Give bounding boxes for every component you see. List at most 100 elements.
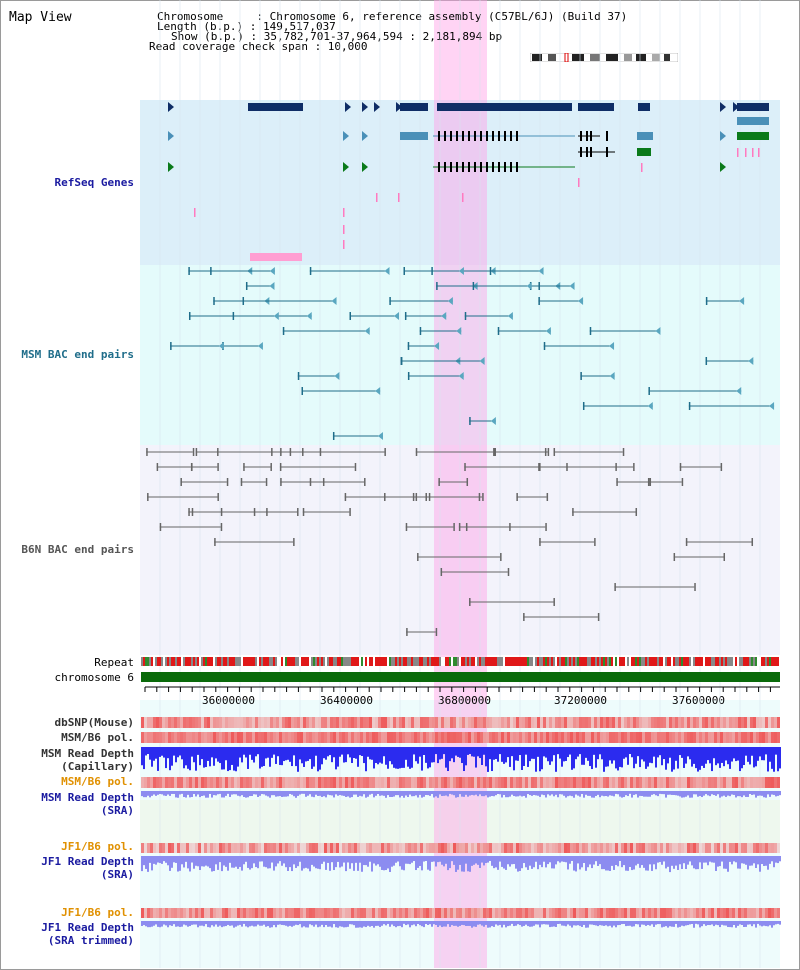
read-depth-bar (681, 791, 683, 798)
polymorphism-cell (594, 777, 597, 788)
msm-b6-pol-label-2[interactable]: MSM/B6 pol. (61, 775, 134, 788)
jf1-b6-pol-label-1[interactable]: JF1/B6 pol. (61, 840, 134, 853)
msm-read-depth-sra-label[interactable]: MSM Read Depth (41, 791, 134, 804)
read-depth-bar (165, 921, 167, 926)
polymorphism-cell (213, 843, 216, 853)
read-depth-bar (547, 747, 549, 762)
read-depth-bar (705, 747, 707, 764)
repeat-label[interactable]: Repeat (94, 656, 134, 669)
read-depth-bar (433, 921, 435, 925)
read-depth-bar (313, 921, 315, 927)
polymorphism-cell (699, 908, 702, 918)
read-depth-bar (231, 747, 233, 765)
read-depth-bar (741, 921, 743, 926)
polymorphism-cell (663, 732, 666, 743)
repeat-element (609, 657, 611, 666)
polymorphism-cell (399, 732, 402, 743)
polymorphism-cell (369, 717, 372, 728)
polymorphism-cell (459, 908, 462, 918)
polymorphism-cell (459, 732, 462, 743)
polymorphism-cell (207, 777, 210, 788)
gene-tick (578, 178, 580, 187)
polymorphism-cell (546, 908, 549, 918)
read-depth-bar (403, 921, 405, 924)
chromosome-ideogram[interactable] (530, 53, 678, 62)
selected-region-highlight[interactable] (434, 0, 487, 968)
polymorphism-cell (231, 908, 234, 918)
polymorphism-cell (177, 908, 180, 918)
polymorphism-cell (561, 732, 564, 743)
read-depth-bar (407, 791, 409, 798)
read-depth-bar (157, 791, 159, 795)
polymorphism-cell (750, 732, 753, 743)
repeat-element (393, 657, 395, 666)
read-depth-bar (153, 791, 155, 795)
read-depth-bar (311, 747, 313, 769)
read-depth-bar (565, 791, 567, 798)
polymorphism-cell (153, 777, 156, 788)
polymorphism-cell (765, 717, 768, 728)
polymorphism-cell (198, 717, 201, 728)
read-depth-bar (243, 921, 245, 924)
polymorphism-cell (477, 777, 480, 788)
read-depth-bar (667, 856, 669, 867)
chromosome-label[interactable]: chromosome 6 (54, 671, 134, 684)
msm-bac-end (309, 267, 312, 275)
b6n-bac-end (469, 598, 471, 606)
read-depth-bar (389, 921, 391, 927)
repeat-element (491, 657, 493, 666)
polymorphism-cell (390, 732, 393, 743)
repeat-element (215, 657, 217, 666)
repeat-element (257, 657, 259, 666)
dbsnp-label[interactable]: dbSNP(Mouse) (54, 716, 134, 729)
polymorphism-cell (345, 777, 348, 788)
read-depth-bar (365, 921, 367, 928)
msm-b6-pol-label-1[interactable]: MSM/B6 pol. (61, 731, 134, 744)
read-depth-bar (477, 856, 479, 865)
polymorphism-cell (417, 777, 420, 788)
read-depth-bar (349, 921, 351, 925)
read-depth-bar (483, 856, 485, 866)
polymorphism-cell (423, 717, 426, 728)
refseq-genes-label[interactable]: RefSeq Genes (54, 176, 134, 189)
read-depth-bar (601, 921, 603, 926)
polymorphism-cell (189, 843, 192, 853)
read-depth-bar (251, 747, 253, 760)
read-depth-bar (415, 921, 417, 927)
read-depth-bar (167, 747, 169, 759)
jf1-b6-pol-label-2[interactable]: JF1/B6 pol. (61, 906, 134, 919)
read-depth-bar (371, 747, 373, 760)
read-depth-bar (513, 747, 515, 771)
read-depth-bar (483, 747, 485, 755)
read-depth-bar (385, 856, 387, 871)
msm-read-depth-capillary-label[interactable]: MSM Read Depth (41, 747, 134, 760)
polymorphism-cell (243, 732, 246, 743)
read-depth-bar (601, 791, 603, 796)
read-depth-bar (605, 747, 607, 767)
read-depth-bar (737, 856, 739, 869)
read-depth-bar (247, 856, 249, 868)
b6n-bac-label[interactable]: B6N BAC end pairs (21, 543, 134, 556)
repeat-element (455, 657, 457, 666)
read-depth-bar (293, 747, 295, 756)
repeat-element (331, 657, 333, 666)
polymorphism-cell (270, 843, 273, 853)
read-depth-bar (395, 791, 397, 796)
axis-tick-label: 36800000 (438, 694, 491, 707)
read-depth-bar (647, 921, 649, 925)
read-depth-bar (371, 791, 373, 794)
read-depth-bar (173, 921, 175, 925)
jf1-read-depth-sra-label[interactable]: JF1 Read Depth (41, 855, 134, 868)
polymorphism-cell (402, 732, 405, 743)
msm-bac-label[interactable]: MSM BAC end pairs (21, 348, 134, 361)
read-depth-bar (417, 791, 419, 798)
repeat-element (205, 657, 207, 666)
repeat-element (547, 657, 549, 666)
polymorphism-cell (201, 908, 204, 918)
read-depth-bar (677, 921, 679, 928)
jf1-read-depth-trimmed-label[interactable]: JF1 Read Depth (41, 921, 134, 934)
polymorphism-cell (240, 843, 243, 853)
gene-tick (745, 148, 747, 157)
read-depth-bar (183, 921, 185, 925)
